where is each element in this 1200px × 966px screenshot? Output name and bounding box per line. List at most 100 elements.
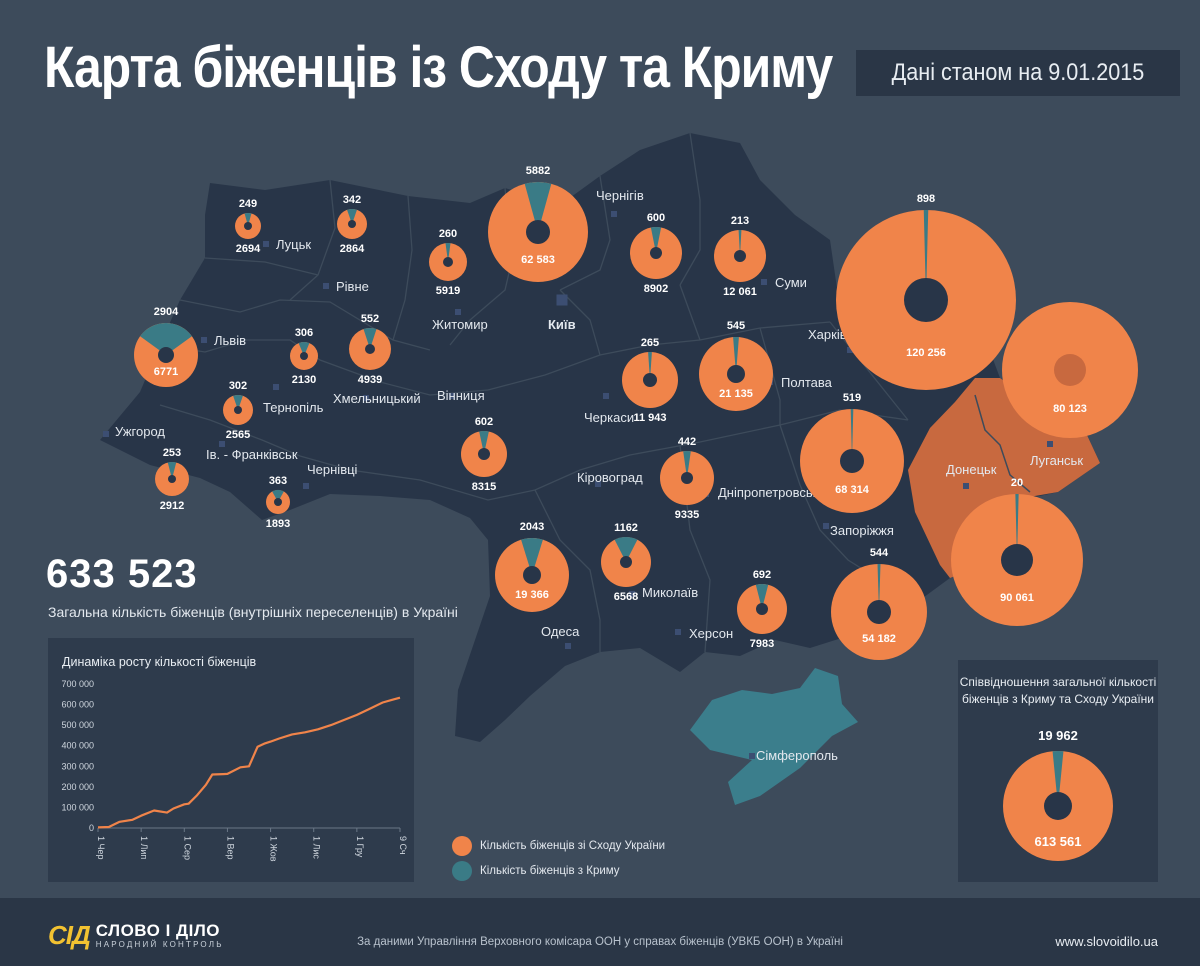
city-marker-kyiv (556, 294, 568, 306)
bubble-crimea-slice-kyiv (524, 181, 552, 232)
refugee-bubbles: 249 2694 342 2864 260 5919 5882 62 583 600 8902 21… (134, 165, 1138, 660)
logo: СІД СЛОВО І ДІЛО НАРОДНИЙ КОНТРОЛЬ (48, 920, 224, 951)
ratio-title-line2: біженців з Криму та Сходу України (961, 692, 1155, 706)
bubble-crimea-slice-zaporizhzhia (877, 564, 881, 612)
x-tick-label: 9 Сч (398, 836, 408, 855)
bubble-crimea-value-mykolaiv: 1162 (614, 522, 638, 534)
bubble-crimea-slice-poltava (733, 336, 739, 374)
bubble-crimea-value-kirovohrad: 442 (678, 436, 696, 448)
city-label-ivano_frankivsk: Ів. - Франківськ (206, 447, 298, 462)
bubble-hole-vinnytsia (478, 448, 490, 460)
bubble-crimea-slice-rivne (347, 209, 357, 224)
bubble-crimea-slice-vinnytsia (479, 431, 489, 454)
city-label-uzhhorod: Ужгород (115, 424, 165, 439)
bubble-hole-volyn (244, 222, 252, 230)
x-tick-label: 1 Гру (355, 836, 365, 858)
city-marker-cherkasy (603, 393, 609, 399)
bubble-crimea-slice-khmelnytskyi (363, 328, 377, 349)
bubble-crimea-value-kherson: 692 (753, 569, 771, 581)
city-marker-chernivtsi (303, 483, 309, 489)
bubble-kyiv: 5882 62 583 (488, 165, 588, 282)
bubble-lviv: 2904 6771 (134, 306, 198, 387)
city-marker-odesa (565, 643, 571, 649)
city-label-ternopil: Тернопіль (263, 400, 324, 415)
city-label-dnipropetrovsk: Дніпропетровськ (718, 485, 819, 500)
growth-line (97, 696, 401, 829)
bubble-dnipropetrovsk: 519 68 314 (800, 392, 904, 513)
bubble-hole-ternopil (300, 352, 308, 360)
legend-east-label: Кількість біженців зі Сходу України (480, 840, 666, 852)
bubble-kharkiv: 898 120 256 (836, 193, 1016, 390)
bubble-crimea-value-kyiv: 5882 (526, 165, 550, 177)
city-marker-kherson (675, 629, 681, 635)
crimea-shape (690, 668, 858, 805)
city-label-zhytomyr: Житомир (432, 317, 488, 332)
city-marker-rivne (323, 283, 329, 289)
bubble-hole-chernivtsi (274, 498, 282, 506)
city-marker-khmelnytskyi (363, 395, 369, 401)
bubble-crimea-slice-chernihiv (650, 227, 662, 253)
bubble-volyn: 249 2694 (235, 198, 261, 255)
city-label-rivne: Рівне (336, 279, 369, 294)
bubble-east-value-zhytomyr: 5919 (436, 285, 460, 297)
date-text: Дані станом на 9.01.2015 (891, 59, 1145, 86)
bubble-crimea-slice-cherkasy (648, 352, 652, 380)
bubble-east-value-luhansk: 80 123 (1053, 403, 1087, 415)
y-tick-label: 300 000 (61, 761, 94, 771)
site-link[interactable]: www.slovoidilo.ua (1055, 934, 1158, 949)
city-marker-zhytomyr (455, 309, 461, 315)
ratio-crimea-slice (1052, 751, 1064, 806)
source-note: За даними Управління Верховного комісара… (357, 936, 843, 948)
city-labels: Луцьк Рівне Львів Тернопіль Хмельницький Жито… (115, 188, 1083, 763)
bubble-hole-kyiv (526, 220, 550, 244)
bubble-hole-odesa (523, 566, 541, 584)
legend-east-swatch (452, 836, 472, 856)
bubble-poltava: 545 21 135 (699, 320, 773, 411)
bubble-crimea-value-chernivtsi: 363 (269, 475, 287, 487)
city-marker-mykolaiv (629, 591, 635, 597)
logo-text: СЛОВО І ДІЛО НАРОДНИЙ КОНТРОЛЬ (95, 922, 224, 950)
x-tick-label: 1 Лип (139, 836, 149, 859)
city-label-simferopol: Сімферополь (756, 748, 838, 763)
y-tick-label: 500 000 (61, 720, 94, 730)
bubble-east-value-kirovohrad: 9335 (675, 509, 699, 521)
bubble-east-value-vinnytsia: 8315 (472, 481, 496, 493)
bubble-east-value-kherson: 7983 (750, 638, 774, 650)
logo-sub-text: НАРОДНИЙ КОНТРОЛЬ (95, 940, 224, 949)
bubble-east-value-chernihiv: 8902 (644, 283, 668, 295)
city-label-cherkasy: Черкаси (584, 410, 634, 425)
bubble-crimea-value-sumy: 213 (731, 215, 749, 227)
bubble-east-value-chernivtsi: 1893 (266, 518, 290, 530)
bubble-east-value-sumy: 12 061 (723, 286, 757, 298)
bubble-rivne: 342 2864 (337, 194, 367, 255)
city-marker-vinnytsia (449, 393, 455, 399)
bubble-crimea-slice-zhytomyr (445, 243, 451, 262)
bubble-hole-khmelnytskyi (365, 344, 375, 354)
total-refugees-caption: Загальна кількість біженців (внутрішніх … (48, 604, 458, 620)
bubble-zaporizhzhia: 544 54 182 (831, 547, 927, 660)
y-tick-label: 700 000 (61, 679, 94, 689)
oblast-border-donbas (974, 394, 1031, 493)
bubble-chernivtsi: 363 1893 (266, 475, 290, 530)
bubble-ivano_frankivsk: 302 2565 (223, 380, 253, 441)
bubble-crimea-value-zhytomyr: 260 (439, 228, 457, 240)
bubble-khmelnytskyi: 552 4939 (349, 313, 391, 386)
bubble-crimea-value-zakarpattia: 253 (163, 447, 181, 459)
bubble-east-value-cherkasy: 11 943 (633, 412, 666, 424)
city-marker-kirovohrad (595, 481, 601, 487)
bubble-east-value-khmelnytskyi: 4939 (358, 374, 382, 386)
legend-crimea: Кількість біженців з Криму (452, 861, 620, 881)
bubble-hole-kharkiv (904, 278, 948, 322)
bubble-crimea-slice-odesa (521, 538, 543, 575)
y-tick-label: 0 (89, 823, 94, 833)
bubble-east-value-rivne: 2864 (340, 243, 365, 255)
bubble-crimea-value-vinnytsia: 602 (475, 416, 493, 428)
bubble-crimea-slice-zakarpattia (167, 462, 177, 479)
ratio-crimea-value: 19 962 (1038, 728, 1078, 743)
bubble-east-value-mykolaiv: 6568 (614, 591, 638, 603)
bubble-mykolaiv: 1162 6568 (601, 522, 651, 603)
city-label-vinnytsia: Вінниця (437, 388, 485, 403)
bubble-crimea-slice-dnipropetrovsk (850, 409, 854, 461)
bubble-hole-chernihiv (650, 247, 662, 259)
page-title: Карта біженців із Сходу та Криму (44, 35, 833, 100)
